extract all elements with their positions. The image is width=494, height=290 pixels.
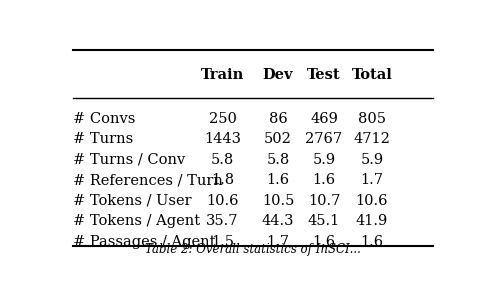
Text: 86: 86 <box>269 112 288 126</box>
Text: 1.5: 1.5 <box>211 235 234 249</box>
Text: # Tokens / Agent: # Tokens / Agent <box>73 214 201 228</box>
Text: 41.9: 41.9 <box>356 214 388 228</box>
Text: 1.7: 1.7 <box>267 235 289 249</box>
Text: 1.8: 1.8 <box>211 173 234 187</box>
Text: 5.9: 5.9 <box>360 153 383 167</box>
Text: 1.6: 1.6 <box>312 173 335 187</box>
Text: Total: Total <box>351 68 392 82</box>
Text: 250: 250 <box>208 112 237 126</box>
Text: 1.7: 1.7 <box>360 173 383 187</box>
Text: Train: Train <box>201 68 244 82</box>
Text: 805: 805 <box>358 112 386 126</box>
Text: 10.7: 10.7 <box>308 194 340 208</box>
Text: 5.8: 5.8 <box>266 153 289 167</box>
Text: 10.6: 10.6 <box>206 194 239 208</box>
Text: 5.8: 5.8 <box>211 153 234 167</box>
Text: 1.6: 1.6 <box>266 173 289 187</box>
Text: 4712: 4712 <box>353 132 390 146</box>
Text: 502: 502 <box>264 132 292 146</box>
Text: 1.6: 1.6 <box>360 235 383 249</box>
Text: 469: 469 <box>310 112 338 126</box>
Text: # Turns / Conv: # Turns / Conv <box>73 153 185 167</box>
Text: # References / Turn: # References / Turn <box>73 173 223 187</box>
Text: Dev: Dev <box>263 68 293 82</box>
Text: 44.3: 44.3 <box>262 214 294 228</box>
Text: 5.9: 5.9 <box>312 153 335 167</box>
Text: Table 2: Overall statistics of InSCI...: Table 2: Overall statistics of InSCI... <box>145 243 361 256</box>
Text: 1.6: 1.6 <box>312 235 335 249</box>
Text: 10.5: 10.5 <box>262 194 294 208</box>
Text: # Convs: # Convs <box>73 112 136 126</box>
Text: 35.7: 35.7 <box>206 214 239 228</box>
Text: 45.1: 45.1 <box>308 214 340 228</box>
Text: 2767: 2767 <box>305 132 342 146</box>
Text: 1443: 1443 <box>204 132 241 146</box>
Text: # Tokens / User: # Tokens / User <box>73 194 192 208</box>
Text: Test: Test <box>307 68 341 82</box>
Text: # Turns: # Turns <box>73 132 133 146</box>
Text: # Passages / Agent: # Passages / Agent <box>73 235 216 249</box>
Text: 10.6: 10.6 <box>356 194 388 208</box>
